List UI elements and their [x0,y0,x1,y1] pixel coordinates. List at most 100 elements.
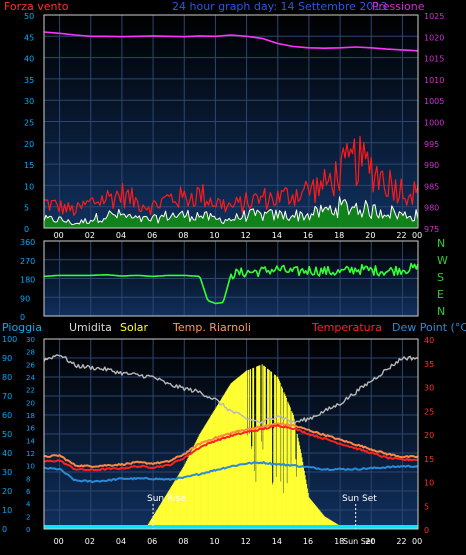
left-tick-label: 40 [2,449,12,458]
inner-tick-label: 8 [26,475,30,483]
sun-set-label: Sun Set [342,494,377,504]
right-tick-label: 20 [424,431,434,440]
compass-letter: N [437,237,445,250]
inner-tick-label: 18 [26,412,35,420]
x-tick-label: 00 [54,537,64,546]
inner-tick-label: 20 [26,399,35,407]
x-tick-label: 18 [334,231,344,240]
right-tick-label: 25 [424,407,434,416]
right-tick-label: 30 [424,384,434,393]
humidity-line [43,354,419,424]
left-tick-label: 0 [24,225,29,234]
left-tick-label: 5 [24,204,29,213]
right-tick-label: 10 [424,479,434,488]
dew-point-line [43,461,419,484]
wind-avg-area [44,196,418,228]
x-tick-label: 14 [272,537,282,546]
left-tick-label: 40 [24,55,34,64]
inner-tick-label: 6 [26,488,31,496]
rain-bar [44,525,418,529]
heat-index-label: Temp. Riarnoli [172,321,251,334]
inner-tick-label: 22 [26,387,35,395]
left-tick-label: 60 [2,411,12,420]
x-tick-label: 18 [334,537,344,546]
right-tick-label: 975 [424,225,439,234]
x-tick-label: 20 [365,537,375,546]
wind-avg-line [43,196,419,226]
x-tick-label: 06 [147,537,157,546]
inner-tick-label: 26 [26,361,35,369]
left-tick-label: 20 [2,487,12,496]
right-tick-label: 1020 [424,33,444,42]
heat-index-line [43,422,419,468]
humidity-label: Umidita [69,321,112,334]
x-tick-label: 08 [178,231,188,240]
weather-panel-axes: 0102030405060708090100024681012141618202… [2,335,434,546]
right-tick-label: 1010 [424,76,444,85]
inner-tick-label: 10 [26,463,35,471]
x-tick-label: 12 [241,537,251,546]
panel-frame [43,338,419,530]
panel-frame [43,240,419,317]
panel-frame [43,14,419,229]
inner-tick-label: 12 [26,450,35,458]
left-tick-label: 35 [24,76,34,85]
right-tick-label: 1015 [424,55,444,64]
x-tick-label: 22 [396,231,406,240]
left-tick-label: 15 [24,161,34,170]
y-tick-label: 0 [20,313,25,322]
x-tick-label: 12 [241,231,251,240]
inner-tick-label: 14 [26,437,35,445]
x-tick-label: 04 [116,537,126,546]
right-tick-label: 35 [424,360,434,369]
right-tick-label: 1000 [424,119,444,128]
right-tick-label: 1005 [424,97,444,106]
temperature-line [43,424,419,472]
y-tick-label: 360 [20,238,35,247]
y-tick-label: 180 [20,276,35,285]
left-tick-label: 30 [2,468,12,477]
right-tick-label: 15 [424,455,434,464]
right-tick-label: 0 [424,526,429,535]
x-tick-label: 00 [54,231,64,240]
left-tick-label: 20 [24,140,34,149]
rain-label: Pioggia [2,321,42,334]
inner-tick-label: 24 [26,374,35,382]
left-tick-label: 10 [24,182,34,191]
right-tick-label: 5 [424,502,429,511]
graph-title: 24 hour graph day: 14 Settembre 2013 [172,0,387,13]
compass-letter: W [437,254,448,267]
x-tick-label: 02 [85,231,95,240]
left-tick-label: 100 [2,335,17,344]
left-tick-label: 90 [2,354,12,363]
left-tick-label: 45 [24,33,34,42]
inner-tick-label: 2 [26,513,30,521]
left-tick-label: 80 [2,373,12,382]
x-tick-label: 20 [365,231,375,240]
right-tick-label: 1025 [424,12,444,21]
compass-letter: N [437,305,445,318]
x-tick-label: 14 [272,231,282,240]
wind-panel-axes: 0510152025303540455097598098599099510001… [24,12,444,240]
inner-tick-label: 0 [26,526,30,534]
y-tick-label: 90 [20,294,30,303]
right-tick-label: 995 [424,140,439,149]
x-tick-label: 08 [178,537,188,546]
x-tick-label: 00 [412,537,422,546]
inner-tick-label: 28 [26,349,35,357]
x-tick-label: 16 [303,231,313,240]
x-tick-label: 04 [116,231,126,240]
left-tick-label: 30 [24,97,34,106]
pressure-label: Pressione [372,0,425,13]
compass-letter: S [437,271,444,284]
inner-tick-label: 16 [26,425,35,433]
wind-speed-label: Forza vento [4,0,69,13]
right-tick-label: 985 [424,182,439,191]
right-tick-label: 990 [424,161,439,170]
inner-tick-label: 4 [26,501,31,509]
x-tick-label: 02 [85,537,95,546]
y-tick-label: 270 [20,257,35,266]
